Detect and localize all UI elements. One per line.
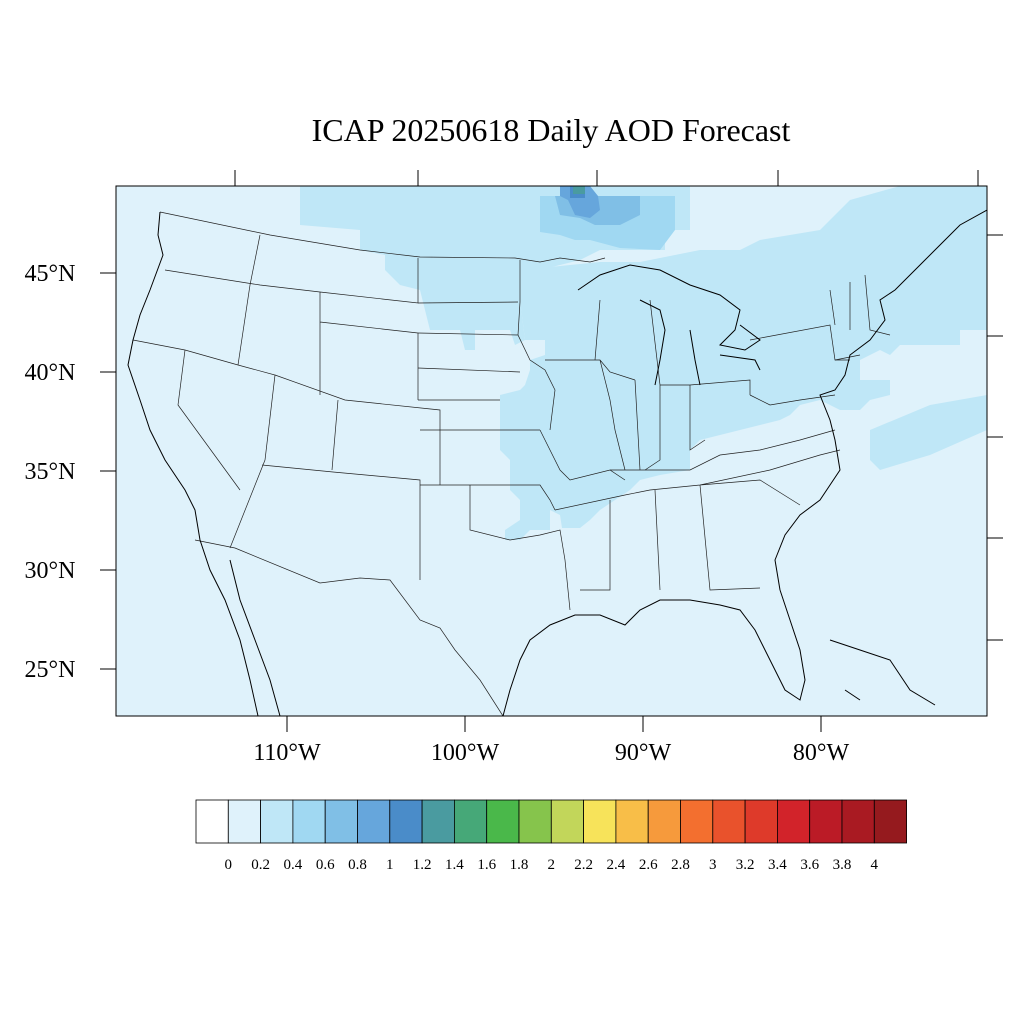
- colorbar-tick-label: 2.2: [574, 857, 593, 873]
- colorbar-tick-label: 3.2: [736, 857, 755, 873]
- lat-label: 45°N: [25, 261, 76, 287]
- lat-label: 30°N: [25, 558, 76, 584]
- colorbar-swatch: [777, 799, 811, 844]
- lon-label: 90°W: [615, 740, 672, 766]
- lon-label: 80°W: [793, 740, 850, 766]
- mexico-us-border: [194, 539, 504, 716]
- state-lines-northeast: [749, 274, 891, 406]
- state-lines-central: [417, 260, 626, 611]
- colorbar: [195, 799, 907, 844]
- map-title: ICAP 20250618 Daily AOD Forecast: [312, 112, 791, 148]
- map-frame: [115, 185, 988, 717]
- colorbar-tick-label: 1.8: [510, 857, 529, 873]
- colorbar-tick-label: 3.8: [833, 857, 852, 873]
- colorbar-tick-label: 2.6: [639, 857, 658, 873]
- aod-region-east-coast: [870, 395, 987, 470]
- longitude-labels: 110°W 100°W 90°W 80°W: [253, 740, 849, 766]
- gulf-coast: [502, 589, 806, 716]
- colorbar-tick-label: 0.2: [251, 857, 270, 873]
- state-lines-midwest: [545, 299, 850, 471]
- colorbar-tick-label: 4: [871, 857, 879, 873]
- colorbar-swatch: [550, 799, 584, 844]
- aod-shading: [300, 186, 987, 540]
- colorbar-swatch: [227, 799, 262, 844]
- state-lines-south: [580, 429, 841, 591]
- colorbar-tick-label: 0: [225, 857, 233, 873]
- colorbar-tick-label: 2.8: [671, 857, 690, 873]
- colorbar-tick-label: 0.6: [316, 857, 335, 873]
- west-coast: [127, 211, 259, 716]
- colorbar-swatch: [647, 799, 681, 844]
- colorbar-tick-label: 0.4: [284, 857, 303, 873]
- colorbar-tick-label: 1: [386, 857, 394, 873]
- colorbar-swatch: [486, 799, 520, 844]
- great-lakes: [577, 264, 761, 386]
- atlantic-coast: [774, 209, 987, 591]
- colorbar-tick-label: 2.4: [607, 857, 626, 873]
- colorbar-swatch: [809, 799, 843, 844]
- right-ticks: [987, 234, 1003, 641]
- colorbar-swatch: [292, 799, 326, 844]
- colorbar-tick-label: 1.4: [445, 857, 464, 873]
- cuba-bahamas: [829, 639, 936, 706]
- lon-label: 100°W: [431, 740, 500, 766]
- colorbar-swatch: [841, 799, 875, 844]
- colorbar-swatch: [583, 799, 617, 844]
- colorbar-swatch: [453, 799, 488, 844]
- political-borders: [132, 211, 891, 716]
- canada-us-border: [159, 211, 606, 263]
- left-ticks: [100, 272, 116, 670]
- lat-label: 35°N: [25, 459, 76, 485]
- colorbar-swatch: [421, 799, 455, 844]
- colorbar-tick-label: 0.8: [348, 857, 367, 873]
- lat-label: 40°N: [25, 360, 76, 386]
- colorbar-swatch: [260, 799, 294, 844]
- lat-label: 25°N: [25, 657, 76, 683]
- colorbar-tick-label: 1.6: [477, 857, 496, 873]
- state-lines-west: [132, 234, 441, 580]
- colorbar-swatch: [357, 799, 391, 844]
- aod-region-midwest: [500, 186, 987, 540]
- lon-label: 110°W: [253, 740, 321, 766]
- colorbar-tick-label: 3.4: [768, 857, 787, 873]
- colorbar-swatch: [873, 799, 907, 844]
- colorbar-swatch: [615, 799, 649, 844]
- colorbar-swatch: [744, 799, 778, 844]
- aod-region-1-4: [573, 186, 585, 194]
- bottom-ticks: [286, 716, 822, 732]
- colorbar-swatch: [324, 799, 358, 844]
- colorbar-swatch: [712, 799, 746, 844]
- map-panel: [115, 185, 988, 717]
- colorbar-tick-label: 1.2: [413, 857, 432, 873]
- baja-coast: [229, 559, 281, 716]
- colorbar-tick-label: 3: [709, 857, 717, 873]
- colorbar-tick-label: 2: [548, 857, 556, 873]
- coastlines: [127, 209, 987, 716]
- colorbar-swatch: [680, 799, 714, 844]
- top-ticks: [234, 170, 979, 186]
- colorbar-tick-label: 3.6: [800, 857, 819, 873]
- colorbar-swatch: [389, 799, 423, 844]
- colorbar-labels: 0 0.2 0.4 0.6 0.8 1 1.2 1.4 1.6 1.8 2 2.2 2.4 2.6 2.8 3…: [225, 857, 879, 873]
- colorbar-swatch: [518, 799, 552, 844]
- latitude-labels: 45°N 40°N 35°N 30°N 25°N: [25, 261, 76, 683]
- colorbar-swatch: [195, 799, 229, 844]
